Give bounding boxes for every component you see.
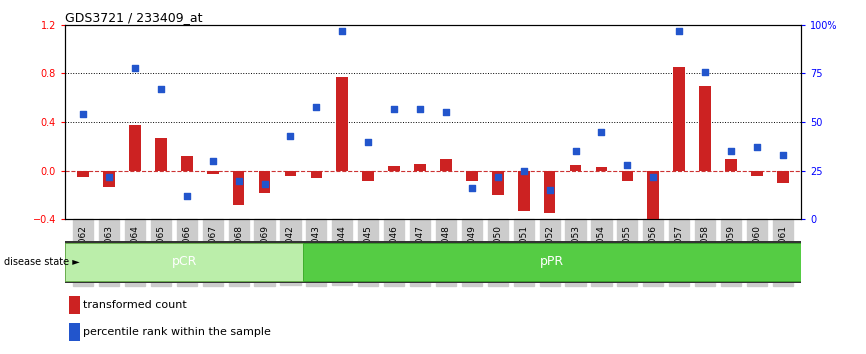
Bar	[181, 156, 192, 171]
Point	[776, 152, 790, 158]
Bar	[777, 171, 789, 183]
Bar	[129, 125, 141, 171]
Point	[724, 149, 738, 154]
Bar	[155, 138, 166, 171]
Bar	[207, 171, 218, 175]
Point	[361, 139, 375, 144]
Bar	[233, 171, 244, 205]
Bar	[285, 171, 296, 176]
Point	[672, 28, 686, 33]
Point	[620, 162, 634, 168]
Bar	[303, 243, 801, 281]
Bar	[388, 166, 400, 171]
Bar	[77, 171, 89, 177]
Point	[543, 187, 557, 193]
Point	[750, 144, 764, 150]
Bar	[65, 243, 303, 281]
Point	[595, 129, 609, 135]
Bar	[700, 86, 711, 171]
Bar	[596, 167, 607, 171]
Point	[465, 185, 479, 191]
Bar	[311, 171, 322, 178]
Text: disease state ►: disease state ►	[4, 257, 80, 267]
Bar	[69, 296, 80, 314]
Point	[517, 168, 531, 173]
Bar	[648, 171, 659, 241]
Text: pCR: pCR	[171, 255, 197, 268]
Point	[283, 133, 297, 138]
Bar	[492, 171, 504, 195]
Text: GDS3721 / 233409_at: GDS3721 / 233409_at	[65, 11, 203, 24]
Bar	[674, 67, 685, 171]
Point	[309, 104, 323, 109]
Point	[413, 105, 427, 111]
Point	[646, 174, 660, 179]
Bar	[518, 171, 529, 211]
Point	[128, 65, 142, 70]
Bar	[725, 159, 737, 171]
Point	[491, 174, 505, 179]
Point	[232, 178, 246, 183]
Point	[257, 182, 271, 187]
Text: pPR: pPR	[540, 255, 565, 268]
Bar	[337, 77, 348, 171]
Point	[180, 193, 194, 199]
Point	[76, 112, 90, 117]
Point	[387, 105, 401, 111]
Bar	[103, 171, 115, 187]
Point	[154, 86, 168, 92]
Bar	[622, 171, 633, 181]
Point	[439, 109, 453, 115]
Point	[206, 158, 220, 164]
Point	[102, 174, 116, 179]
Bar	[544, 171, 555, 213]
Bar	[440, 159, 452, 171]
Bar	[414, 164, 426, 171]
Bar	[466, 171, 478, 181]
Bar	[69, 323, 80, 341]
Point	[698, 69, 712, 74]
Point	[335, 28, 349, 33]
Bar	[362, 171, 374, 181]
Bar	[751, 171, 763, 176]
Text: percentile rank within the sample: percentile rank within the sample	[83, 327, 271, 337]
Bar	[259, 171, 270, 193]
Bar	[570, 165, 581, 171]
Text: transformed count: transformed count	[83, 300, 187, 310]
Point	[569, 149, 583, 154]
